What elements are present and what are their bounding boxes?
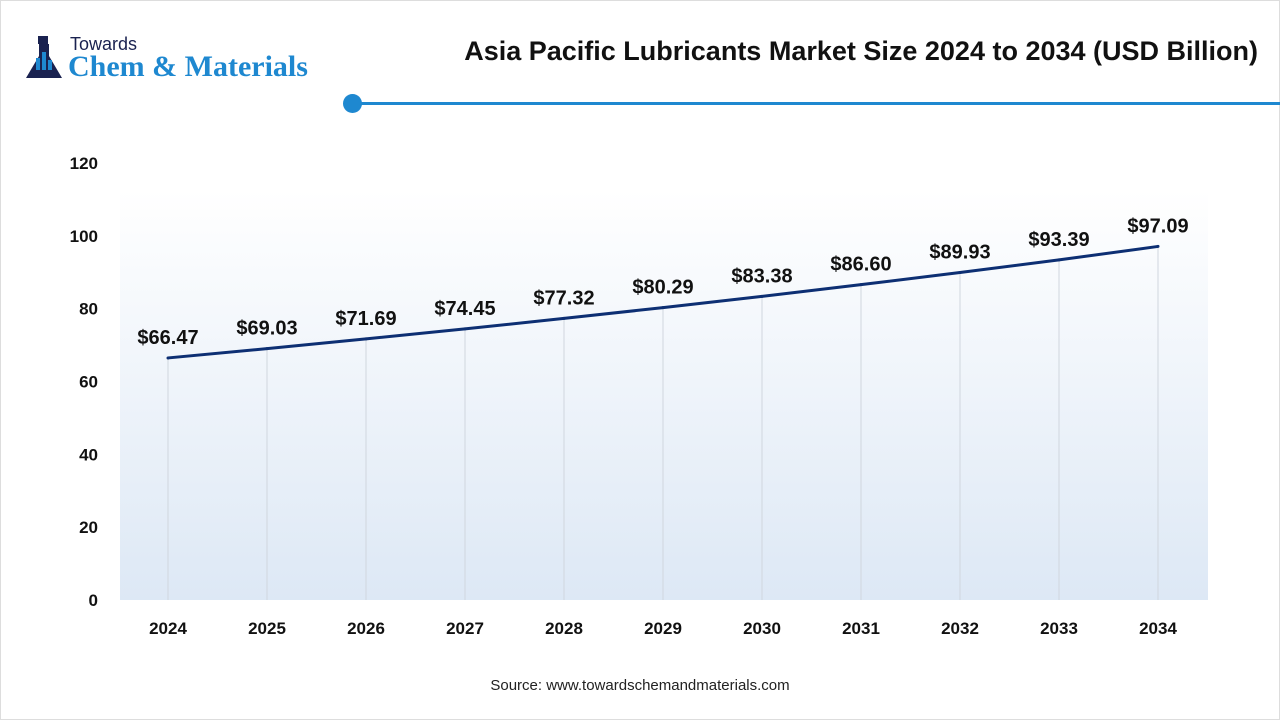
data-label: $83.38: [731, 265, 792, 287]
data-point: [364, 337, 368, 341]
y-tick-label: 40: [79, 445, 98, 464]
data-label: $77.32: [533, 287, 594, 309]
plot-area: [120, 190, 1208, 600]
flask-icon: [26, 36, 62, 78]
data-point: [265, 347, 269, 351]
x-tick-label: 2030: [743, 619, 781, 638]
data-point: [859, 283, 863, 287]
data-label: $89.93: [929, 242, 990, 264]
data-point: [463, 327, 467, 331]
data-label: $66.47: [137, 327, 198, 349]
y-tick-label: 60: [79, 373, 98, 392]
title-rule: [352, 102, 1280, 105]
y-tick-label: 100: [70, 227, 98, 246]
y-tick-label: 0: [89, 591, 98, 610]
x-tick-label: 2029: [644, 619, 682, 638]
data-label: $80.29: [632, 277, 693, 299]
data-label: $93.39: [1028, 229, 1089, 251]
x-tick-label: 2024: [149, 619, 187, 638]
chart-title: Asia Pacific Lubricants Market Size 2024…: [464, 36, 1258, 66]
x-tick-label: 2026: [347, 619, 385, 638]
data-label: $69.03: [236, 318, 297, 340]
data-point: [562, 316, 566, 320]
y-tick-label: 80: [79, 300, 98, 319]
y-tick-label: 120: [70, 154, 98, 173]
data-point: [760, 294, 764, 298]
logo-chem-materials: Chem & Materials: [68, 50, 308, 83]
title-rule-dot: [343, 94, 362, 113]
x-tick-label: 2034: [1139, 619, 1177, 638]
x-tick-label: 2031: [842, 619, 880, 638]
x-tick-label: 2032: [941, 619, 979, 638]
source-note: Source: www.towardschemandmaterials.com: [490, 677, 790, 694]
data-point: [1057, 258, 1061, 262]
data-label: $97.09: [1127, 215, 1188, 237]
x-tick-label: 2027: [446, 619, 484, 638]
x-tick-label: 2033: [1040, 619, 1078, 638]
x-tick-label: 2028: [545, 619, 583, 638]
x-tick-label: 2025: [248, 619, 286, 638]
data-point: [958, 271, 962, 275]
data-point: [661, 306, 665, 310]
data-point: [1156, 244, 1160, 248]
data-label: $74.45: [434, 298, 495, 320]
y-tick-label: 20: [79, 518, 98, 537]
data-label: $86.60: [830, 254, 891, 276]
data-point: [166, 356, 170, 360]
logo-towards: Towards: [70, 34, 138, 54]
data-label: $71.69: [335, 308, 396, 330]
